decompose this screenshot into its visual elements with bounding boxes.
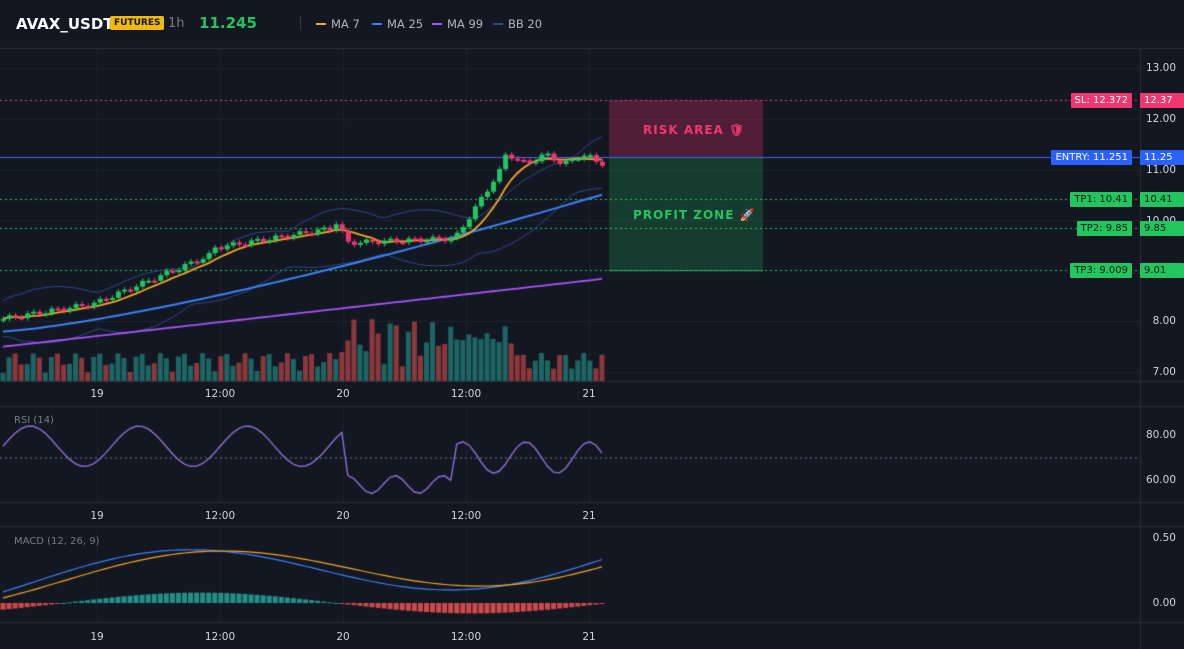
ma99-swatch-icon: [432, 23, 442, 25]
time-tick: 20: [336, 388, 350, 400]
tp1-tag: TP1: 10.41: [1070, 192, 1132, 207]
rsi-label: RSI (14): [14, 415, 54, 426]
tp1-value: 10.41: [1140, 192, 1184, 207]
stop-loss-tag: SL: 12.372: [1070, 93, 1132, 108]
time-tick: 19: [90, 510, 104, 522]
time-tick: 19: [90, 631, 104, 643]
symbol-name[interactable]: AVAX_USDT: [16, 15, 114, 33]
macd-tick: 0.00: [1152, 597, 1176, 609]
price-tick: 12.00: [1145, 113, 1176, 125]
time-tick: 21: [582, 510, 596, 522]
chart-header: AVAX_USDT FUTURES 1h 11.245 MA 7 MA 25 M…: [0, 0, 1140, 48]
tp2-tag: TP2: 9.85: [1076, 221, 1132, 236]
rsi-tick: 80.00: [1145, 429, 1176, 441]
price-tick: 13.00: [1145, 62, 1176, 74]
entry-value: 11.25: [1140, 150, 1184, 165]
tp3-tag: TP3: 9.009: [1070, 263, 1132, 278]
macd-tick: 0.50: [1152, 532, 1176, 544]
legend-ma25[interactable]: MA 25: [372, 17, 423, 31]
ma25-swatch-icon: [372, 23, 382, 25]
time-tick: 20: [336, 631, 350, 643]
time-tick: 21: [582, 631, 596, 643]
price-tick: 8.00: [1152, 315, 1176, 327]
time-tick: 12:00: [450, 510, 482, 522]
legend-ma7[interactable]: MA 7: [316, 17, 360, 31]
timeframe-label[interactable]: 1h: [168, 16, 185, 31]
time-tick: 12:00: [450, 388, 482, 400]
time-tick: 20: [336, 510, 350, 522]
rsi-tick: 60.00: [1145, 474, 1176, 486]
time-tick: 19: [90, 388, 104, 400]
last-price: 11.245: [199, 14, 257, 32]
legend-bb20[interactable]: BB 20: [493, 17, 542, 31]
time-tick: 21: [582, 388, 596, 400]
time-tick: 12:00: [204, 510, 236, 522]
header-divider: [300, 16, 301, 30]
profit-zone-label: PROFIT ZONE 🚀: [633, 208, 756, 222]
time-tick: 12:00: [204, 631, 236, 643]
time-tick: 12:00: [450, 631, 482, 643]
price-tick: 11.00: [1145, 164, 1176, 176]
ma7-swatch-icon: [316, 23, 326, 25]
tp3-value: 9.01: [1140, 263, 1184, 278]
legend-ma99[interactable]: MA 99: [432, 17, 483, 31]
stop-loss-value: 12.37: [1140, 93, 1184, 108]
bb20-swatch-icon: [493, 23, 503, 25]
tp2-value: 9.85: [1140, 221, 1184, 236]
futures-badge: FUTURES: [110, 16, 165, 30]
time-tick: 12:00: [204, 388, 236, 400]
risk-area-label: RISK AREA 🛡: [643, 123, 746, 137]
entry-tag: ENTRY: 11.251: [1051, 150, 1132, 165]
price-tick: 7.00: [1152, 366, 1176, 378]
macd-label: MACD (12, 26, 9): [14, 536, 100, 547]
